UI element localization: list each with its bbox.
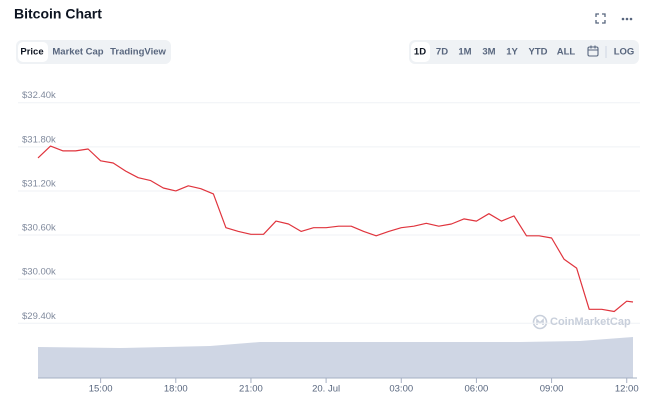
active-range — [411, 42, 430, 62]
range-button[interactable]: YTD — [529, 47, 548, 58]
y-tick-label: $30.60k — [22, 223, 56, 234]
calendar-icon[interactable] — [587, 45, 599, 57]
range-button[interactable]: 1Y — [506, 47, 518, 58]
range-group — [409, 40, 639, 64]
chart-title: Bitcoin Chart — [14, 6, 102, 22]
range-button[interactable]: 1D — [414, 47, 426, 58]
y-tick-label: $30.00k — [22, 267, 56, 278]
tab[interactable]: Price — [20, 47, 43, 58]
y-tick-label: $31.20k — [22, 178, 56, 189]
more-icon[interactable] — [621, 17, 633, 21]
watermark-logo — [532, 314, 548, 330]
x-tick-label: 06:00 — [465, 384, 489, 395]
tab-group — [16, 40, 171, 64]
range-button[interactable]: 1M — [458, 47, 471, 58]
x-tick-label: 18:00 — [164, 384, 188, 395]
y-tick-label: $31.80k — [22, 134, 56, 145]
x-tick-label: 20. Jul — [312, 384, 340, 395]
tab[interactable]: Market Cap — [52, 47, 103, 58]
fullscreen-icon[interactable] — [595, 13, 606, 24]
range-button[interactable]: ALL — [557, 47, 576, 58]
price-line — [37, 145, 634, 313]
tab[interactable]: TradingView — [110, 47, 166, 58]
active-tab — [18, 42, 48, 62]
log-toggle[interactable]: LOG — [614, 47, 635, 58]
x-tick-label: 21:00 — [239, 384, 263, 395]
y-tick-label: $29.40k — [22, 311, 56, 322]
volume-area — [38, 337, 633, 378]
x-tick-label: 15:00 — [89, 384, 113, 395]
watermark: CoinMarketCap — [550, 316, 631, 328]
x-tick-label: 03:00 — [389, 384, 413, 395]
range-button[interactable]: 7D — [436, 47, 448, 58]
y-tick-label: $32.40k — [22, 90, 56, 101]
x-tick-label: 09:00 — [540, 384, 564, 395]
x-tick-label: 12:00 — [615, 384, 639, 395]
range-button[interactable]: 3M — [482, 47, 495, 58]
